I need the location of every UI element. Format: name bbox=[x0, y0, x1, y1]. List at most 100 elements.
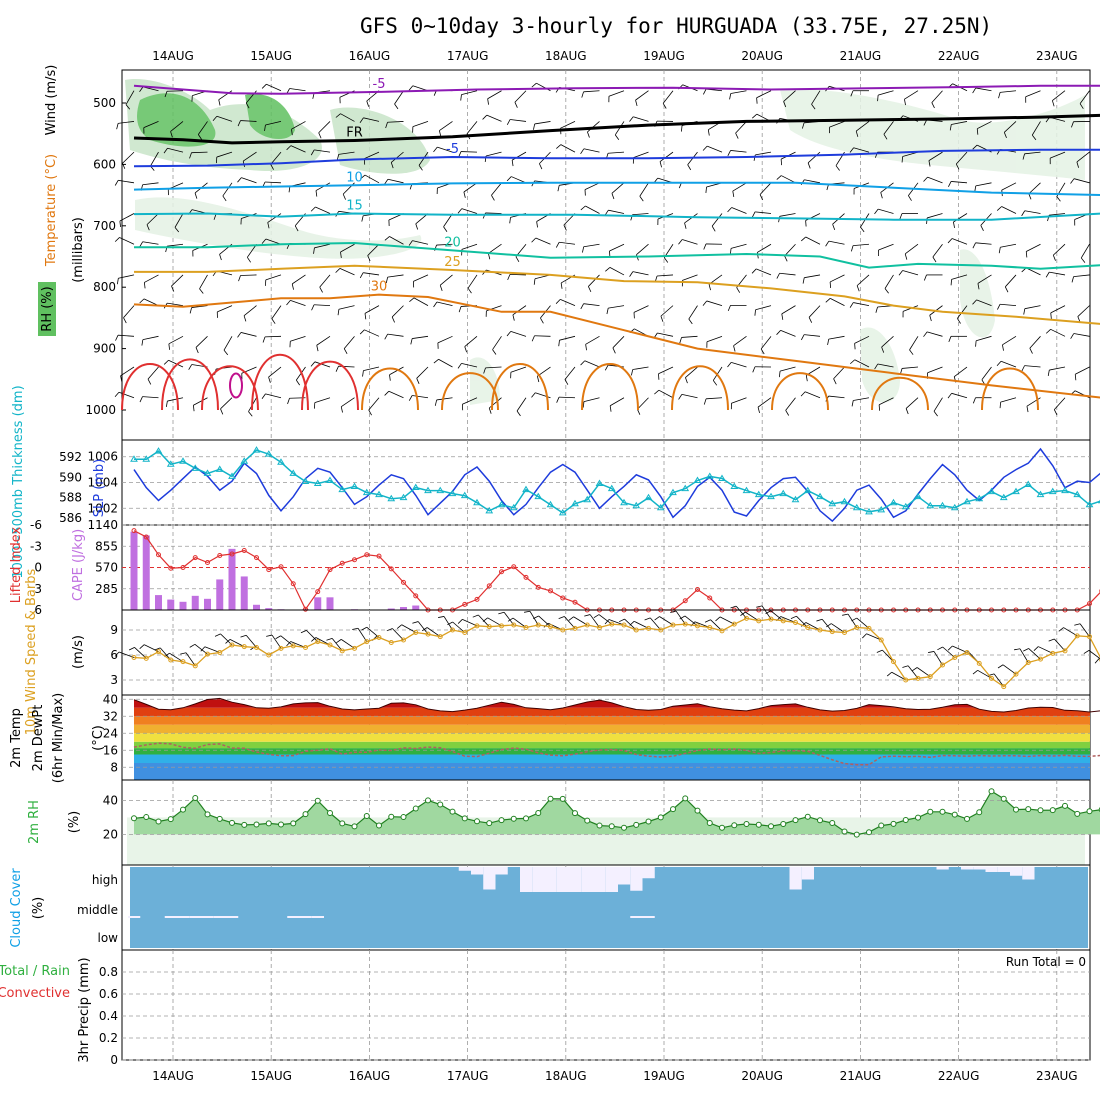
thickness-point bbox=[142, 455, 151, 462]
li-tick-label: 0 bbox=[34, 561, 42, 575]
thickness-point bbox=[1061, 486, 1069, 494]
rh-area bbox=[134, 791, 1100, 835]
wind-barb bbox=[357, 628, 368, 642]
wind-barb-flag bbox=[336, 154, 340, 161]
wind-barb bbox=[684, 213, 698, 224]
high-cloud-gap bbox=[961, 867, 974, 870]
wind-barb bbox=[884, 274, 894, 289]
wind-barb bbox=[246, 243, 257, 258]
high-cloud-gap bbox=[532, 867, 545, 892]
slp-tick-label: 1006 bbox=[87, 450, 118, 464]
wind-barb-flag bbox=[192, 405, 195, 412]
li-point bbox=[695, 586, 700, 592]
wind-speed-point bbox=[903, 677, 909, 683]
wind-barb-flag bbox=[1021, 365, 1025, 372]
wind-barb bbox=[220, 633, 233, 646]
wind-speed-point bbox=[891, 659, 896, 665]
wind-speed-point bbox=[707, 625, 713, 630]
rh-point bbox=[596, 822, 603, 829]
wind-speed-point bbox=[339, 648, 345, 654]
top-date-label: 19AUG bbox=[643, 49, 685, 63]
convection-contour bbox=[301, 360, 359, 411]
cape-tick-label: 285 bbox=[95, 582, 118, 596]
wind-barb-flag bbox=[487, 98, 489, 105]
wind-barb bbox=[731, 207, 747, 214]
wind-barb-flag bbox=[199, 288, 204, 294]
wind-barb bbox=[951, 238, 968, 245]
wind-barb bbox=[560, 299, 576, 306]
wind-barb-flag bbox=[659, 161, 662, 168]
wind-speed-point bbox=[927, 674, 933, 680]
bottom-date-label: 15AUG bbox=[250, 1069, 292, 1083]
wind-barb bbox=[169, 652, 184, 663]
wind-barb bbox=[955, 151, 968, 165]
wind-barb-flag bbox=[1031, 134, 1037, 141]
wind-barb bbox=[981, 366, 992, 381]
li-line bbox=[133, 530, 1100, 611]
wind-barb bbox=[195, 336, 208, 348]
rh-point bbox=[853, 831, 860, 838]
wind-barb bbox=[222, 182, 233, 197]
wind-barb bbox=[877, 363, 894, 368]
wind-barb bbox=[660, 305, 674, 317]
wind-barb-flag bbox=[439, 130, 442, 137]
wind-barb bbox=[1050, 305, 1066, 314]
rh-tick-label: 40 bbox=[103, 793, 118, 807]
wind-barb bbox=[368, 397, 380, 411]
wind-barb bbox=[612, 336, 625, 349]
li-point bbox=[474, 596, 480, 602]
temp-tick-label: 16 bbox=[103, 743, 118, 757]
rh-point bbox=[951, 811, 958, 818]
cape-bar bbox=[253, 604, 260, 610]
wind-speed-point bbox=[303, 645, 308, 650]
wind-barb-flag bbox=[886, 671, 893, 677]
rh-point bbox=[890, 820, 897, 827]
wind-barb bbox=[1004, 121, 1017, 133]
y-tick-label: 1000 bbox=[85, 403, 116, 417]
rh-point bbox=[939, 808, 946, 815]
chart-title: GFS 0~10day 3-hourly for HURGUADA (33.75… bbox=[360, 14, 992, 38]
wind-barb bbox=[805, 391, 821, 399]
cape-bar bbox=[412, 605, 420, 610]
rh-2m-axis-label: 2m RH bbox=[27, 800, 42, 844]
wind-barb bbox=[510, 330, 527, 337]
wind-barb-flag bbox=[805, 375, 808, 382]
wind-barb-flag bbox=[122, 163, 126, 169]
wind-barb-flag bbox=[972, 87, 977, 94]
wind-barb-flag bbox=[802, 277, 805, 284]
wind-barb bbox=[194, 644, 208, 655]
li-point bbox=[548, 588, 553, 594]
wind-barb-flag bbox=[275, 635, 282, 640]
wind-barb bbox=[511, 176, 527, 184]
thickness-point bbox=[436, 486, 445, 494]
wind-barb-flag bbox=[678, 394, 683, 400]
wind-barb bbox=[271, 634, 282, 649]
wind-barb bbox=[611, 182, 625, 194]
li-point bbox=[523, 574, 529, 580]
wind-barb-flag bbox=[832, 224, 836, 230]
li-point bbox=[535, 584, 541, 590]
rh-point bbox=[131, 815, 137, 822]
wind-barb-flag bbox=[1080, 257, 1086, 263]
wind-barb bbox=[1075, 366, 1090, 375]
wind-barb bbox=[828, 335, 845, 340]
wind-barb bbox=[118, 121, 135, 124]
wind-barb bbox=[217, 305, 233, 313]
wind-barb-flag bbox=[409, 297, 415, 303]
wind-barb bbox=[436, 243, 453, 246]
wind-barb-flag bbox=[335, 366, 339, 372]
wind-speed-point bbox=[143, 655, 149, 661]
wind-barb-flag bbox=[189, 643, 196, 648]
wind-barb bbox=[779, 213, 796, 217]
temp-band bbox=[134, 748, 1090, 755]
high-cloud-gap bbox=[642, 867, 655, 879]
wind-barb-flag bbox=[262, 336, 266, 343]
thickness-point bbox=[252, 446, 261, 453]
cape-tick-label: 855 bbox=[95, 539, 118, 553]
wind-barb-flag bbox=[384, 236, 390, 241]
convection-contour bbox=[361, 367, 419, 411]
wind-barb bbox=[781, 175, 796, 184]
wind-barb bbox=[166, 90, 184, 92]
wind-barb bbox=[881, 336, 894, 348]
isotherm-black bbox=[133, 113, 1100, 145]
